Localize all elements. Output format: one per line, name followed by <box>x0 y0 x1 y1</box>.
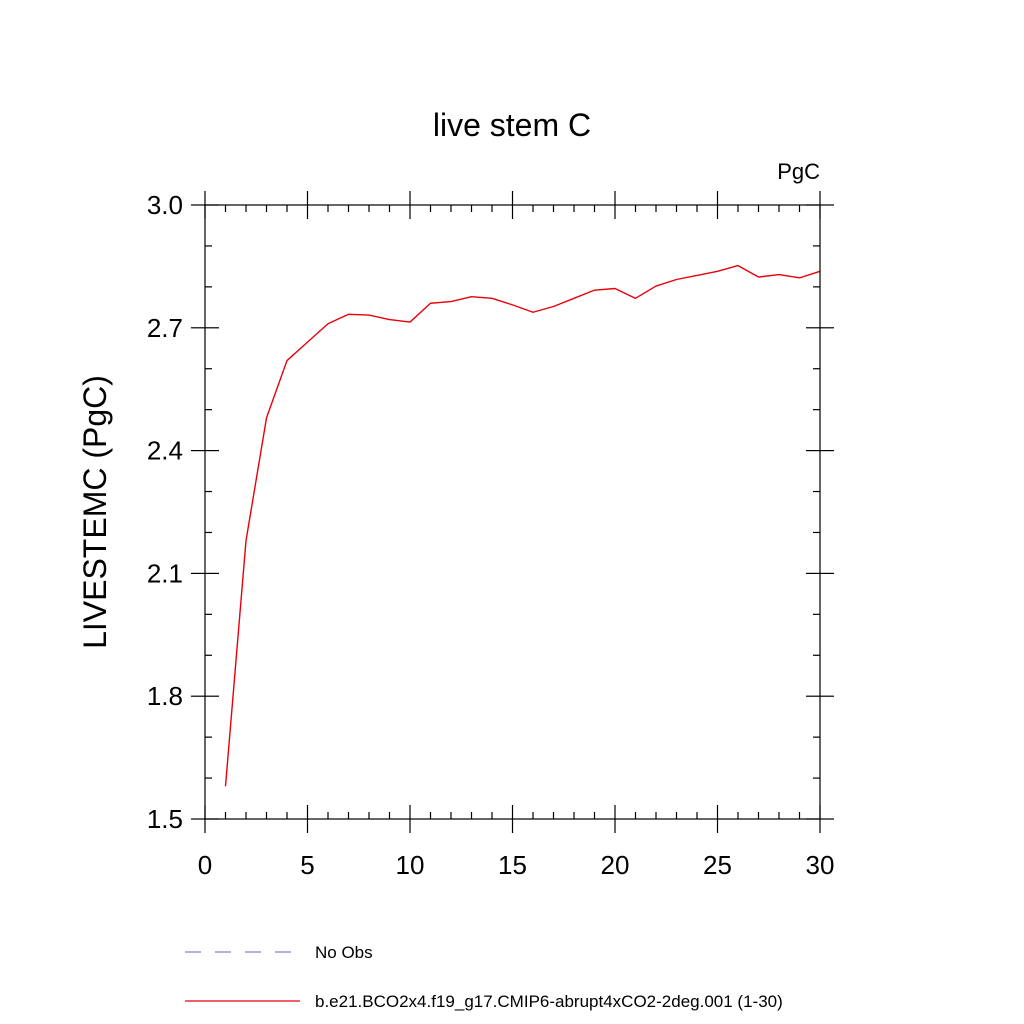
y-tick-label: 2.1 <box>147 558 183 588</box>
x-tick-label: 25 <box>703 850 732 880</box>
y-tick-label: 1.5 <box>147 804 183 834</box>
series-layer <box>224 264 821 787</box>
axis-ticks <box>191 191 834 833</box>
axis-tick-labels: 0 5 10 15 20 25 30 1.5 1.8 2.1 2.4 2.7 3.0 <box>147 190 835 880</box>
legend-label: No Obs <box>315 943 373 962</box>
series-line <box>224 264 821 787</box>
x-tick-label: 30 <box>806 850 835 880</box>
legend-label: b.e21.BCO2x4.f19_g17.CMIP6-abrupt4xCO2-2… <box>315 992 783 1011</box>
x-tick-label: 10 <box>396 850 425 880</box>
x-tick-label: 0 <box>198 850 212 880</box>
y-tick-label: 1.8 <box>147 681 183 711</box>
plot-frame <box>204 204 821 820</box>
x-tick-label: 15 <box>498 850 527 880</box>
y-tick-label: 3.0 <box>147 190 183 220</box>
x-tick-label: 5 <box>300 850 314 880</box>
y-axis-label: LIVESTEMC (PgC) <box>77 375 113 649</box>
legend: No Obs b.e21.BCO2x4.f19_g17.CMIP6-abrupt4… <box>185 943 783 1011</box>
y-tick-label: 2.7 <box>147 313 183 343</box>
chart-title: live stem C <box>433 107 591 143</box>
y-tick-label: 2.4 <box>147 436 183 466</box>
x-tick-label: 20 <box>601 850 630 880</box>
units-label: PgC <box>777 159 820 184</box>
